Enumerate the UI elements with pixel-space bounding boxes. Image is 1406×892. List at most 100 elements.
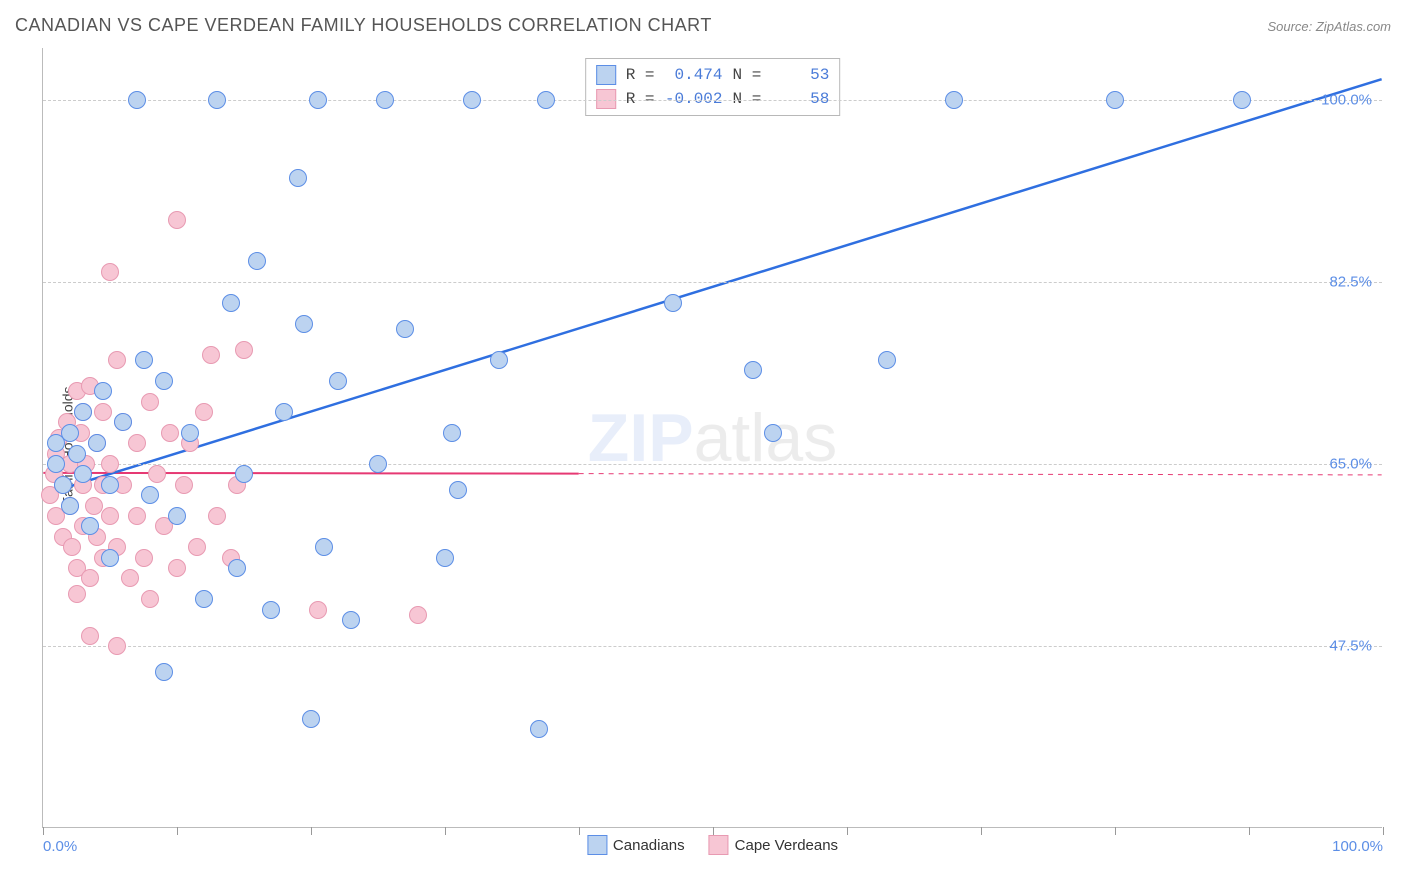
data-point <box>81 569 99 587</box>
data-point <box>664 294 682 312</box>
data-point <box>463 91 481 109</box>
data-point <box>195 590 213 608</box>
data-point <box>443 424 461 442</box>
data-point <box>275 403 293 421</box>
stats-row-capeverdeans: R = -0.002 N = 58 <box>596 87 830 111</box>
x-tick <box>177 827 178 835</box>
data-point <box>135 351 153 369</box>
data-point <box>101 549 119 567</box>
data-point <box>81 517 99 535</box>
data-point <box>168 559 186 577</box>
data-point <box>85 497 103 515</box>
data-point <box>1233 91 1251 109</box>
swatch-icon <box>596 89 616 109</box>
data-point <box>128 507 146 525</box>
y-tick-label: 100.0% <box>1321 92 1372 109</box>
data-point <box>54 476 72 494</box>
data-point <box>141 590 159 608</box>
data-point <box>490 351 508 369</box>
data-point <box>101 507 119 525</box>
data-point <box>208 507 226 525</box>
grid-line <box>43 282 1382 283</box>
data-point <box>289 169 307 187</box>
data-point <box>342 611 360 629</box>
data-point <box>222 294 240 312</box>
data-point <box>74 403 92 421</box>
grid-line <box>43 100 1382 101</box>
x-tick <box>579 827 580 835</box>
chart-title: CANADIAN VS CAPE VERDEAN FAMILY HOUSEHOL… <box>15 15 712 36</box>
data-point <box>141 486 159 504</box>
data-point <box>409 606 427 624</box>
data-point <box>369 455 387 473</box>
data-point <box>175 476 193 494</box>
data-point <box>168 507 186 525</box>
data-point <box>228 559 246 577</box>
data-point <box>148 465 166 483</box>
x-tick <box>981 827 982 835</box>
data-point <box>68 585 86 603</box>
data-point <box>114 413 132 431</box>
data-point <box>530 720 548 738</box>
x-tick-label: 0.0% <box>43 838 77 855</box>
legend: Canadians Cape Verdeans <box>587 835 838 855</box>
data-point <box>101 263 119 281</box>
y-tick-label: 47.5% <box>1329 638 1372 655</box>
source-text: Source: ZipAtlas.com <box>1267 19 1391 34</box>
data-point <box>108 351 126 369</box>
data-point <box>168 211 186 229</box>
data-point <box>744 361 762 379</box>
data-point <box>141 393 159 411</box>
data-point <box>208 91 226 109</box>
data-point <box>315 538 333 556</box>
data-point <box>88 434 106 452</box>
x-tick <box>847 827 848 835</box>
data-point <box>128 91 146 109</box>
x-tick <box>1115 827 1116 835</box>
data-point <box>302 710 320 728</box>
trend-lines <box>43 48 1382 827</box>
data-point <box>449 481 467 499</box>
data-point <box>74 465 92 483</box>
x-tick-label: 100.0% <box>1332 838 1383 855</box>
data-point <box>108 637 126 655</box>
data-point <box>68 445 86 463</box>
data-point <box>945 91 963 109</box>
data-point <box>61 497 79 515</box>
data-point <box>101 476 119 494</box>
data-point <box>101 455 119 473</box>
x-tick <box>1383 827 1384 835</box>
data-point <box>537 91 555 109</box>
swatch-icon <box>709 835 729 855</box>
data-point <box>128 434 146 452</box>
data-point <box>764 424 782 442</box>
y-tick-label: 65.0% <box>1329 456 1372 473</box>
data-point <box>202 346 220 364</box>
data-point <box>295 315 313 333</box>
data-point <box>155 372 173 390</box>
data-point <box>181 424 199 442</box>
data-point <box>248 252 266 270</box>
x-tick <box>445 827 446 835</box>
data-point <box>235 341 253 359</box>
data-point <box>878 351 896 369</box>
data-point <box>396 320 414 338</box>
data-point <box>329 372 347 390</box>
data-point <box>81 627 99 645</box>
data-point <box>61 424 79 442</box>
data-point <box>1106 91 1124 109</box>
data-point <box>309 601 327 619</box>
data-point <box>155 663 173 681</box>
data-point <box>376 91 394 109</box>
x-tick <box>713 827 714 835</box>
stats-row-canadians: R = 0.474 N = 53 <box>596 63 830 87</box>
data-point <box>235 465 253 483</box>
data-point <box>195 403 213 421</box>
legend-item-canadians: Canadians <box>587 835 685 855</box>
data-point <box>94 382 112 400</box>
data-point <box>47 455 65 473</box>
x-tick <box>43 827 44 835</box>
chart-area: ZIPatlas R = 0.474 N = 53 R = -0.002 N =… <box>42 48 1382 828</box>
data-point <box>309 91 327 109</box>
data-point <box>94 403 112 421</box>
